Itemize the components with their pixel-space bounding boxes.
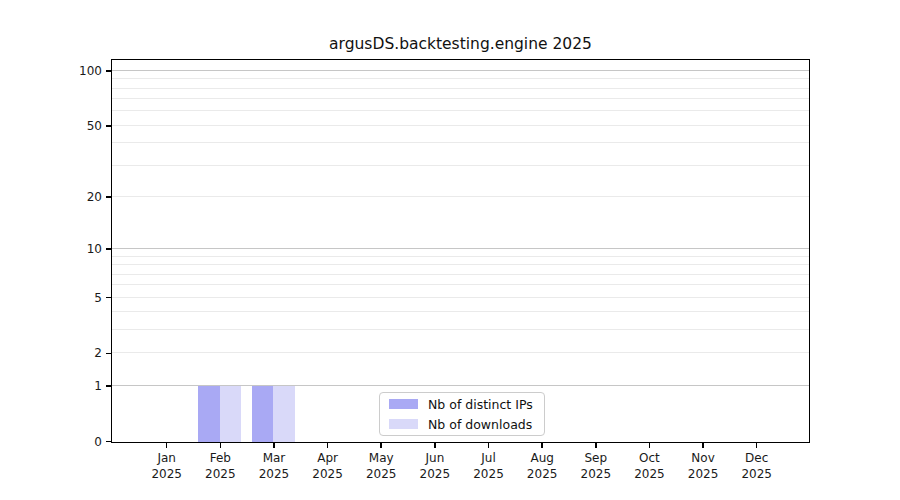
plot-area <box>111 59 810 443</box>
legend: Nb of distinct IPs Nb of downloads <box>379 392 545 436</box>
gridline-minor <box>112 311 809 312</box>
x-tick-month: Aug <box>512 450 572 466</box>
gridline-minor <box>112 142 809 143</box>
x-tick-label: Jul2025 <box>459 450 519 482</box>
x-tick-month: Feb <box>190 450 250 466</box>
y-tick-label: 20 <box>0 190 102 204</box>
legend-item-downloads: Nb of downloads <box>389 417 544 432</box>
x-tick-year: 2025 <box>459 466 519 482</box>
y-tick-mark <box>106 248 111 250</box>
x-tick-label: Dec2025 <box>727 450 787 482</box>
y-tick-label: 0 <box>0 435 102 449</box>
gridline-minor <box>112 98 809 99</box>
x-tick-year: 2025 <box>619 466 679 482</box>
gridline-minor <box>112 352 809 353</box>
x-tick-label: Nov2025 <box>673 450 733 482</box>
x-tick-year: 2025 <box>137 466 197 482</box>
x-tick-label: Sep2025 <box>566 450 626 482</box>
x-tick-year: 2025 <box>727 466 787 482</box>
x-tick-month: May <box>351 450 411 466</box>
bar-distinct-ips <box>252 386 274 442</box>
x-tick-label: Mar2025 <box>244 450 304 482</box>
x-tick-mark <box>380 443 382 448</box>
x-tick-month: Sep <box>566 450 626 466</box>
bar-downloads <box>273 386 295 442</box>
gridline-minor <box>112 196 809 197</box>
x-tick-month: Dec <box>727 450 787 466</box>
x-tick-month: Jan <box>137 450 197 466</box>
y-tick-label: 100 <box>0 64 102 78</box>
x-tick-year: 2025 <box>244 466 304 482</box>
x-tick-year: 2025 <box>190 466 250 482</box>
x-tick-label: Jun2025 <box>405 450 465 482</box>
y-tick-label: 10 <box>0 242 102 256</box>
x-tick-mark <box>702 443 704 448</box>
gridline-minor <box>112 110 809 111</box>
y-tick-label: 1 <box>0 379 102 393</box>
gridline-minor <box>112 284 809 285</box>
x-tick-mark <box>166 443 168 448</box>
chart-figure: argusDS.backtesting.engine 2025 Nb of di… <box>0 0 900 500</box>
x-tick-label: Feb2025 <box>190 450 250 482</box>
y-tick-label: 50 <box>0 119 102 133</box>
gridline-minor <box>112 297 809 298</box>
x-tick-mark <box>220 443 222 448</box>
y-tick-label: 5 <box>0 291 102 305</box>
x-tick-mark <box>756 443 758 448</box>
bar-distinct-ips <box>198 386 220 442</box>
x-tick-month: Oct <box>619 450 679 466</box>
x-tick-month: Jun <box>405 450 465 466</box>
legend-label-downloads: Nb of downloads <box>428 417 532 432</box>
gridline-minor <box>112 165 809 166</box>
y-tick-mark <box>106 125 111 127</box>
x-tick-mark <box>649 443 651 448</box>
y-tick-mark <box>106 441 111 443</box>
x-tick-mark <box>273 443 275 448</box>
legend-swatch-distinct-ips <box>389 399 418 409</box>
x-tick-label: Oct2025 <box>619 450 679 482</box>
legend-swatch-downloads <box>389 419 418 429</box>
gridline-minor <box>112 329 809 330</box>
gridline-minor <box>112 88 809 89</box>
gridline-major <box>112 248 809 249</box>
x-tick-month: Nov <box>673 450 733 466</box>
x-tick-year: 2025 <box>351 466 411 482</box>
legend-item-distinct-ips: Nb of distinct IPs <box>389 397 544 412</box>
x-tick-year: 2025 <box>566 466 626 482</box>
x-tick-year: 2025 <box>298 466 358 482</box>
y-tick-mark <box>106 196 111 198</box>
y-tick-mark <box>106 70 111 72</box>
x-tick-month: Mar <box>244 450 304 466</box>
y-tick-label: 2 <box>0 346 102 360</box>
x-tick-label: Jan2025 <box>137 450 197 482</box>
gridline-major <box>112 70 809 71</box>
x-tick-mark <box>595 443 597 448</box>
x-tick-mark <box>434 443 436 448</box>
bar-downloads <box>220 386 242 442</box>
x-tick-label: May2025 <box>351 450 411 482</box>
y-tick-mark <box>106 353 111 355</box>
gridline-minor <box>112 78 809 79</box>
x-tick-mark <box>488 443 490 448</box>
x-tick-month: Apr <box>298 450 358 466</box>
y-tick-mark <box>106 297 111 299</box>
gridline-minor <box>112 274 809 275</box>
x-tick-mark <box>541 443 543 448</box>
x-tick-label: Apr2025 <box>298 450 358 482</box>
x-tick-month: Jul <box>459 450 519 466</box>
x-tick-year: 2025 <box>512 466 572 482</box>
chart-title: argusDS.backtesting.engine 2025 <box>111 35 810 53</box>
y-tick-mark <box>106 385 111 387</box>
gridline-minor <box>112 264 809 265</box>
x-tick-label: Aug2025 <box>512 450 572 482</box>
x-tick-year: 2025 <box>405 466 465 482</box>
gridline-minor <box>112 125 809 126</box>
legend-label-distinct-ips: Nb of distinct IPs <box>428 397 533 412</box>
x-tick-mark <box>327 443 329 448</box>
x-tick-year: 2025 <box>673 466 733 482</box>
gridline-minor <box>112 256 809 257</box>
